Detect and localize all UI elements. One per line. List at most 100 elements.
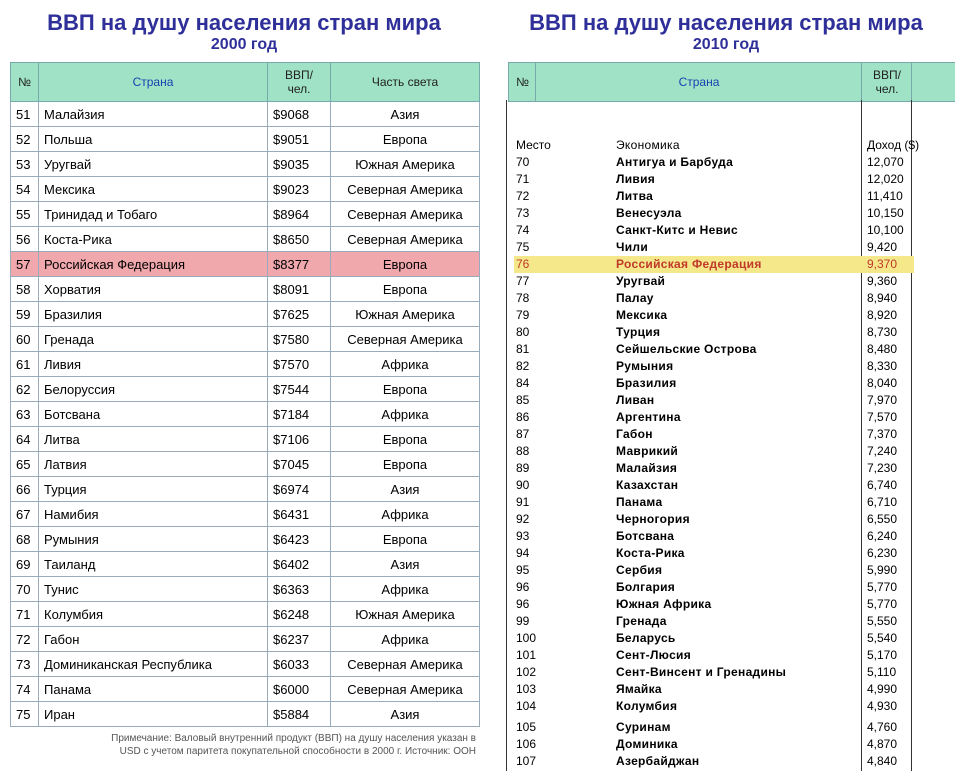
row-country: Тунис xyxy=(38,576,268,602)
row-region: Африка xyxy=(330,626,480,652)
item-rank: 90 xyxy=(516,478,530,492)
item-rank: 103 xyxy=(516,682,537,696)
table-row: 73 Доминиканская Республика $6033 Северная … xyxy=(10,651,480,677)
table-row: 67 Намибия $6431 Африка xyxy=(10,501,480,527)
row-region: Южная Америка xyxy=(330,151,480,177)
row-gdp: $6402 xyxy=(267,551,331,577)
item-income: 10,100 xyxy=(867,223,904,237)
left-header-gdp: ВВП/ чел. xyxy=(267,62,331,102)
list-item: 92 Черногория 6,550 xyxy=(514,511,914,528)
row-region: Северная Америка xyxy=(330,651,480,677)
list-item-highlighted: 76 Российская Федерация 9,370 xyxy=(514,256,914,273)
row-number: 65 xyxy=(10,451,39,477)
row-number: 60 xyxy=(10,326,39,352)
item-income: 4,760 xyxy=(867,720,898,734)
list-item: 73 Венесуэла 10,150 xyxy=(514,205,914,222)
list-item: 75 Чили 9,420 xyxy=(514,239,914,256)
right-inner-header-rank: Место xyxy=(516,138,551,152)
row-number: 52 xyxy=(10,126,39,152)
list-item: 89 Малайзия 7,230 xyxy=(514,460,914,477)
row-region: Африка xyxy=(330,401,480,427)
row-region: Северная Америка xyxy=(330,176,480,202)
right-inner-header-income: Доход ($) xyxy=(867,138,920,152)
item-rank: 70 xyxy=(516,155,530,169)
item-economy: Ямайка xyxy=(616,682,662,696)
item-economy: Венесуэла xyxy=(616,206,682,220)
right-income-column-frame xyxy=(861,100,912,771)
right-table-header: № Страна ВВП/ чел. xyxy=(508,62,955,102)
item-rank: 73 xyxy=(516,206,530,220)
row-number: 70 xyxy=(10,576,39,602)
item-rank: 82 xyxy=(516,359,530,373)
item-economy: Ботсвана xyxy=(616,529,675,543)
item-economy: Южная Африка xyxy=(616,597,712,611)
right-header-num: № xyxy=(508,63,536,101)
row-country: Габон xyxy=(38,626,268,652)
left-footnote-line1: Примечание: Валовый внутренний продукт (… xyxy=(111,733,476,744)
item-rank: 84 xyxy=(516,376,530,390)
row-country: Малайзия xyxy=(38,101,268,127)
item-rank: 77 xyxy=(516,274,530,288)
list-item: 93 Ботсвана 6,240 xyxy=(514,528,914,545)
item-income: 5,990 xyxy=(867,563,898,577)
item-rank: 76 xyxy=(516,257,530,271)
list-item: 85 Ливан 7,970 xyxy=(514,392,914,409)
item-economy: Сейшельские Острова xyxy=(616,342,757,356)
row-number: 67 xyxy=(10,501,39,527)
left-header-gdp-line1: ВВП/ xyxy=(285,68,313,82)
row-gdp: $7106 xyxy=(267,426,331,452)
left-footnote-line2: USD с учетом паритета покупательной спос… xyxy=(119,746,476,757)
item-economy: Сент-Винсент и Гренадины xyxy=(616,665,787,679)
row-country: Доминиканская Республика xyxy=(38,651,268,677)
row-country: Колумбия xyxy=(38,601,268,627)
right-table-body xyxy=(506,100,955,771)
list-item: 86 Аргентина 7,570 xyxy=(514,409,914,426)
row-gdp: $9051 xyxy=(267,126,331,152)
row-gdp: $7570 xyxy=(267,351,331,377)
item-economy: Азербайджан xyxy=(616,754,700,768)
item-income: 6,240 xyxy=(867,529,898,543)
list-item: 82 Румыния 8,330 xyxy=(514,358,914,375)
item-economy: Гренада xyxy=(616,614,667,628)
row-region: Африка xyxy=(330,351,480,377)
row-gdp: $5884 xyxy=(267,701,331,727)
list-item: 103 Ямайка 4,990 xyxy=(514,681,914,698)
row-gdp: $6237 xyxy=(267,626,331,652)
item-income: 5,540 xyxy=(867,631,898,645)
row-country: Российская Федерация xyxy=(38,251,268,277)
item-rank: 74 xyxy=(516,223,530,237)
left-footnote: Примечание: Валовый внутренний продукт (… xyxy=(12,732,476,758)
item-economy: Суринам xyxy=(616,720,671,734)
left-header-region: Часть света xyxy=(330,62,480,102)
item-economy: Болгария xyxy=(616,580,676,594)
right-inner-header-economy: Экономика xyxy=(616,138,680,152)
row-gdp: $6431 xyxy=(267,501,331,527)
item-income: 4,930 xyxy=(867,699,898,713)
row-country: Белоруссия xyxy=(38,376,268,402)
table-row: 56 Коста-Рика $8650 Северная Америка xyxy=(10,226,480,252)
item-rank: 79 xyxy=(516,308,530,322)
item-income: 7,230 xyxy=(867,461,898,475)
item-economy: Бразилия xyxy=(616,376,677,390)
list-item: 99 Гренада 5,550 xyxy=(514,613,914,630)
list-item: 78 Палау 8,940 xyxy=(514,290,914,307)
item-income: 8,040 xyxy=(867,376,898,390)
row-region: Азия xyxy=(330,551,480,577)
table-row: 53 Уругвай $9035 Южная Америка xyxy=(10,151,480,177)
row-country: Мексика xyxy=(38,176,268,202)
row-gdp: $6423 xyxy=(267,526,331,552)
item-rank: 93 xyxy=(516,529,530,543)
right-title-block: ВВП на душу населения стран мира 2010 го… xyxy=(500,10,952,54)
row-number: 62 xyxy=(10,376,39,402)
item-rank: 96 xyxy=(516,597,530,611)
item-income: 6,710 xyxy=(867,495,898,509)
item-rank: 85 xyxy=(516,393,530,407)
row-number: 68 xyxy=(10,526,39,552)
row-country: Турция xyxy=(38,476,268,502)
row-gdp: $8377 xyxy=(267,251,331,277)
item-economy: Румыния xyxy=(616,359,674,373)
item-rank: 87 xyxy=(516,427,530,441)
row-gdp: $6248 xyxy=(267,601,331,627)
item-economy: Турция xyxy=(616,325,661,339)
item-income: 7,240 xyxy=(867,444,898,458)
